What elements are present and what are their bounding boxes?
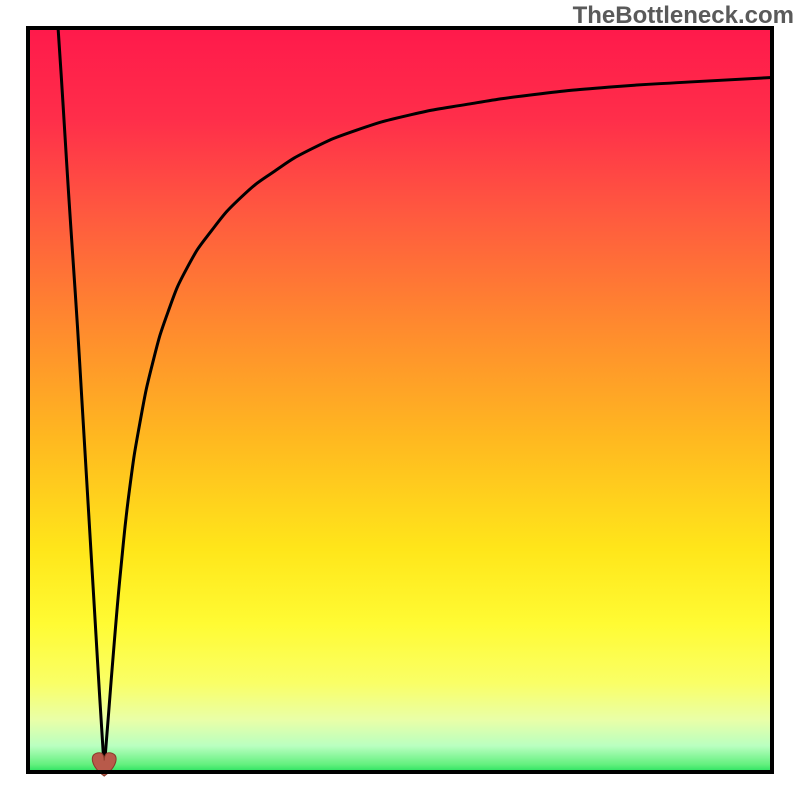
chart-container: { "watermark": { "text": "TheBottleneck.… <box>0 0 800 800</box>
plot-background <box>30 30 772 772</box>
bottleneck-chart <box>0 0 800 800</box>
watermark-text: TheBottleneck.com <box>573 2 794 30</box>
